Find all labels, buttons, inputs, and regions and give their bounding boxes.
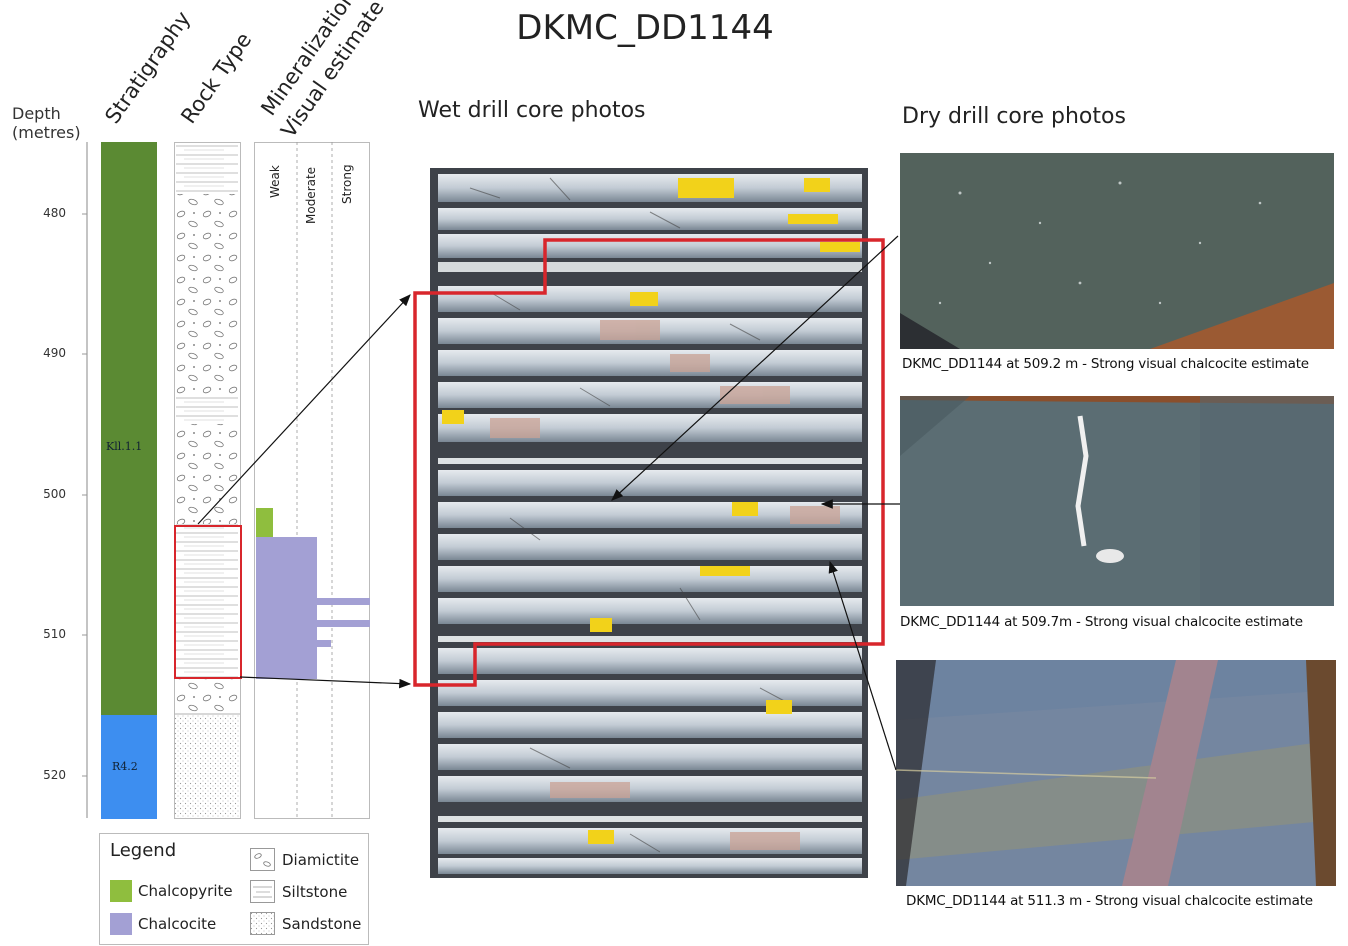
dry-photo-2-caption: DKMC_DD1144 at 509.7m - Strong visual ch…	[900, 614, 1303, 630]
dry-core-photo-2	[900, 396, 1334, 606]
figure-title: DKMC_DD1144	[516, 8, 774, 48]
legend-diamictite-swatch	[250, 848, 275, 871]
rock-type-highlight-box	[174, 525, 242, 679]
strat-label-r42: R4.2	[112, 760, 138, 773]
legend-chalcopyrite-swatch	[110, 880, 132, 902]
legend-sandstone-label: Sandstone	[282, 915, 362, 933]
legend-chalcocite-label: Chalcocite	[138, 915, 217, 933]
wet-core-tray-photo	[430, 168, 868, 878]
legend-diamictite-label: Diamictite	[282, 851, 360, 869]
depth-tick-500: 500	[43, 487, 66, 501]
depth-header: Depth (metres)	[12, 104, 81, 142]
dry-core-photo-1	[900, 153, 1334, 349]
legend-sandstone-swatch	[250, 912, 275, 935]
legend-box: Legend Chalcopyrite Chalcocite Diamictit…	[99, 833, 369, 945]
legend-siltstone-swatch	[250, 880, 275, 903]
rock-type-column	[174, 142, 241, 819]
wet-photos-title: Wet drill core photos	[418, 98, 646, 123]
wet-photo-highlight-outline	[413, 238, 885, 687]
strat-label-kll: Kll.1.1	[106, 440, 143, 453]
depth-tick-520: 520	[43, 768, 66, 782]
depth-tick-510: 510	[43, 627, 66, 641]
legend-siltstone-label: Siltstone	[282, 883, 348, 901]
dry-photo-3-caption: DKMC_DD1144 at 511.3 m - Strong visual c…	[906, 893, 1313, 909]
stratigraphy-unit-kll	[101, 142, 157, 715]
depth-axis	[82, 142, 88, 818]
legend-chalcopyrite-label: Chalcopyrite	[138, 882, 233, 900]
legend-title: Legend	[110, 840, 177, 861]
dry-core-photo-3	[896, 660, 1336, 886]
legend-chalcocite-swatch	[110, 913, 132, 935]
dry-photo-1-caption: DKMC_DD1144 at 509.2 m - Strong visual c…	[902, 356, 1309, 372]
depth-tick-480: 480	[43, 206, 66, 220]
dry-photos-title: Dry drill core photos	[902, 104, 1126, 129]
depth-tick-490: 490	[43, 346, 66, 360]
mineralization-column	[254, 142, 370, 819]
stratigraphy-unit-r42	[101, 715, 157, 819]
